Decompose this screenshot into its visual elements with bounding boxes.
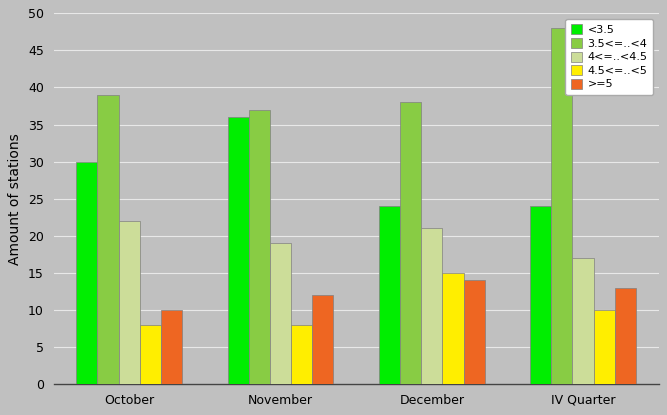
Bar — [442, 273, 464, 384]
Bar — [594, 310, 615, 384]
Bar — [140, 325, 161, 384]
Legend: <3.5, 3.5<=..<4, 4<=..<4.5, 4.5<=..<5, >=5: <3.5, 3.5<=..<4, 4<=..<4.5, 4.5<=..<5, >… — [566, 19, 653, 95]
Bar — [291, 325, 312, 384]
Bar — [379, 206, 400, 384]
Bar — [400, 102, 421, 384]
Bar — [464, 280, 485, 384]
Y-axis label: Amount of stations: Amount of stations — [8, 133, 22, 264]
Bar — [76, 161, 97, 384]
Bar — [551, 28, 572, 384]
Bar — [270, 243, 291, 384]
Bar — [249, 110, 270, 384]
Bar — [97, 95, 119, 384]
Bar — [312, 295, 334, 384]
Bar — [421, 228, 442, 384]
Bar — [615, 288, 636, 384]
Bar — [530, 206, 551, 384]
Bar — [119, 221, 140, 384]
Bar — [161, 310, 182, 384]
Bar — [227, 117, 249, 384]
Bar — [572, 258, 594, 384]
